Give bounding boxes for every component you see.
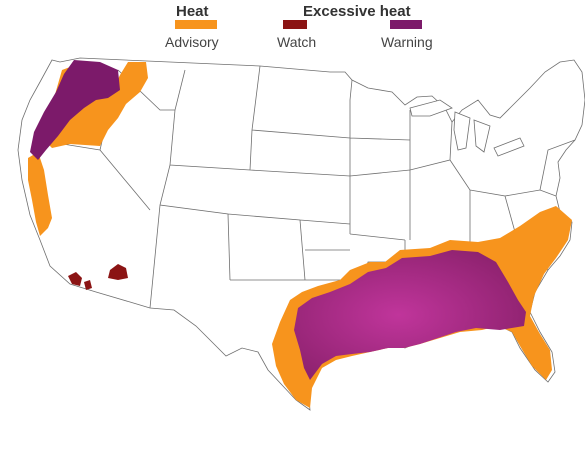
warning-southeast [294, 250, 526, 380]
map-legend: Heat Excessive heat Advisory Watch Warni… [0, 0, 585, 56]
advisory-label: Advisory [165, 34, 219, 50]
warning-label: Warning [381, 34, 433, 50]
legend-heat-title: Heat [176, 3, 209, 20]
advisory-california [28, 152, 52, 236]
watch-southern-california-2 [84, 280, 92, 290]
warning-swatch [390, 20, 422, 29]
us-map-svg [17, 57, 585, 411]
warning-pnw [30, 60, 120, 160]
watch-swatch [283, 20, 307, 29]
warning-regions [30, 60, 526, 380]
us-heat-map [0, 56, 585, 450]
watch-regions [68, 264, 128, 290]
advisory-swatch [175, 20, 217, 29]
legend-excessive-heat-title: Excessive heat [303, 3, 411, 20]
watch-label: Watch [277, 34, 317, 50]
watch-arizona [108, 264, 128, 280]
great-lakes [409, 99, 525, 157]
watch-southern-california [68, 272, 82, 286]
